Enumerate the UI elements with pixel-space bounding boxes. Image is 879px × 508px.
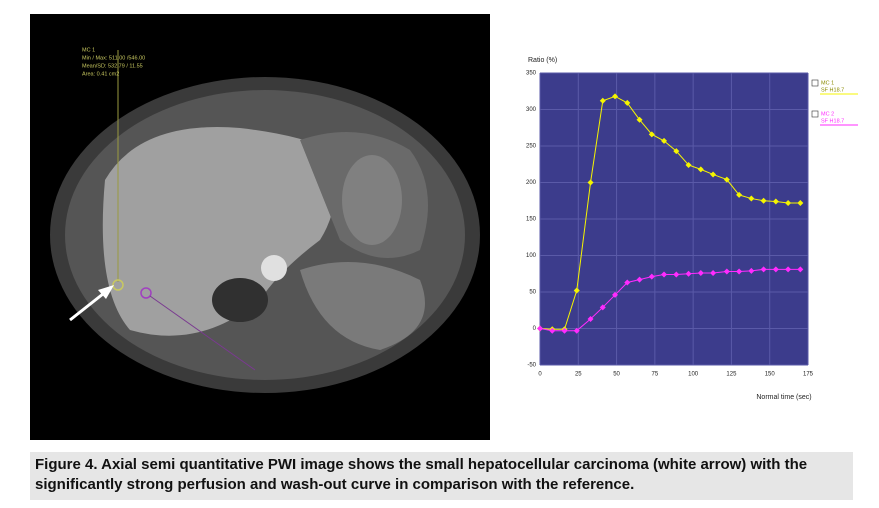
- data-point: [736, 191, 743, 198]
- figure: MC 1 Min / Max: 511.00 /546.00 Mean/SD: 53…: [30, 14, 863, 440]
- data-point: [587, 316, 594, 323]
- y-tick-label: 200: [526, 180, 537, 186]
- y-tick-label: 150: [526, 217, 537, 223]
- y-tick-label: 250: [526, 144, 537, 150]
- y-tick-label: -50: [527, 363, 536, 369]
- data-point: [697, 166, 704, 173]
- legend-label: MC 1: [821, 80, 834, 86]
- x-tick-label: 175: [803, 372, 814, 378]
- roi-label: Mean/SD: 532.79 / 11.55: [82, 63, 143, 69]
- y-tick-label: 300: [526, 107, 537, 113]
- data-point: [673, 148, 680, 155]
- roi-label: MC 1: [82, 47, 95, 53]
- data-point: [561, 327, 568, 334]
- data-point: [636, 116, 643, 123]
- x-tick-label: 50: [613, 372, 620, 378]
- data-point: [661, 137, 668, 144]
- roi-label: Min / Max: 511.00 /546.00: [82, 55, 145, 61]
- data-point: [549, 327, 556, 334]
- data-point: [785, 199, 792, 206]
- series-line: [539, 268, 801, 332]
- data-point: [612, 291, 619, 298]
- data-point: [685, 270, 692, 277]
- data-point: [736, 268, 743, 275]
- data-point: [760, 266, 767, 273]
- x-tick-label: 100: [688, 372, 699, 378]
- data-point: [685, 161, 692, 168]
- mri-image: [50, 50, 480, 393]
- data-point: [723, 176, 730, 183]
- x-tick-label: 25: [575, 372, 582, 378]
- data-point: [710, 270, 717, 277]
- data-point: [710, 171, 717, 178]
- data-point: [673, 271, 680, 278]
- x-tick-label: 0: [538, 372, 542, 378]
- data-point: [599, 97, 606, 104]
- caption: Figure 4. Axial semi quantitative PWI im…: [30, 452, 853, 500]
- data-point: [785, 266, 792, 273]
- data-point: [612, 93, 619, 100]
- roi-annotation: MC 1 Min / Max: 511.00 /546.00 Mean/SD: 53…: [82, 47, 145, 77]
- data-point: [573, 327, 580, 334]
- data-point: [661, 271, 668, 278]
- data-point: [624, 99, 631, 106]
- data-point: [748, 195, 755, 202]
- y-tick-label: 0: [533, 326, 537, 332]
- x-axis-label: Normal time (sec): [756, 394, 811, 401]
- data-point: [797, 199, 804, 206]
- data-point: [573, 287, 580, 294]
- roi-label: Area: 0.41 cm2: [82, 71, 119, 77]
- data-point: [636, 276, 643, 283]
- x-tick-label: 125: [726, 372, 737, 378]
- data-point: [697, 270, 704, 277]
- y-axis-label: Ratio (%): [528, 57, 557, 64]
- data-point: [748, 267, 755, 274]
- x-tick-label: 150: [765, 372, 776, 378]
- legend-sublabel: SF H18.7: [821, 87, 844, 93]
- x-tick-label: 75: [652, 372, 659, 378]
- series-line: [539, 95, 801, 330]
- y-tick-label: 50: [529, 290, 536, 296]
- data-point: [797, 266, 804, 273]
- data-point: [648, 273, 655, 280]
- data-point: [723, 268, 730, 275]
- y-tick-label: 100: [526, 253, 537, 259]
- legend-swatch: [811, 110, 819, 118]
- legend-swatch: [811, 79, 819, 87]
- data-point: [537, 325, 543, 332]
- legend-sublabel: SF H18.7: [821, 118, 844, 124]
- data-point: [772, 198, 779, 205]
- data-point: [760, 197, 767, 204]
- y-tick-label: 350: [526, 71, 537, 77]
- data-point: [599, 304, 606, 311]
- data-point: [587, 179, 594, 186]
- data-point: [772, 266, 779, 273]
- data-point: [648, 131, 655, 138]
- legend-label: MC 2: [821, 111, 834, 117]
- data-point: [624, 279, 631, 286]
